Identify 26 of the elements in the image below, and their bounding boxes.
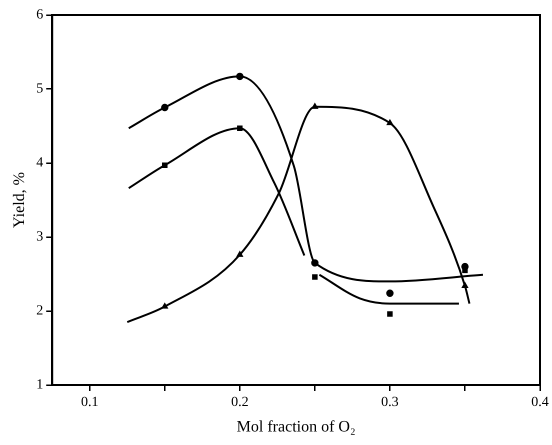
point bbox=[462, 282, 468, 288]
point bbox=[312, 274, 318, 280]
point bbox=[312, 103, 318, 109]
point bbox=[311, 259, 319, 267]
point bbox=[236, 72, 244, 80]
y-axis-title: Yield, % bbox=[10, 172, 28, 228]
point bbox=[161, 104, 168, 112]
y-tick-label: 6 bbox=[36, 8, 44, 23]
point bbox=[162, 302, 168, 309]
point bbox=[162, 162, 168, 168]
point bbox=[236, 251, 244, 257]
x-tick-label: 0.2 bbox=[231, 395, 249, 410]
point bbox=[461, 262, 469, 270]
y-tick-label: 4 bbox=[36, 156, 44, 171]
point bbox=[387, 311, 393, 317]
point bbox=[386, 119, 394, 126]
y-tick-label: 3 bbox=[36, 230, 44, 245]
x-tick-label: 0.1 bbox=[80, 395, 98, 410]
y-tick-label: 1 bbox=[36, 378, 44, 393]
y-tick-label: 5 bbox=[36, 82, 44, 97]
x-tick-label: 0.4 bbox=[531, 395, 549, 410]
point bbox=[237, 125, 243, 131]
x-axis-title: Mol fraction of O₂ bbox=[236, 418, 356, 436]
y-tick-label: 2 bbox=[36, 304, 44, 319]
x-tick-label: 0.3 bbox=[381, 395, 399, 410]
point bbox=[386, 290, 394, 297]
